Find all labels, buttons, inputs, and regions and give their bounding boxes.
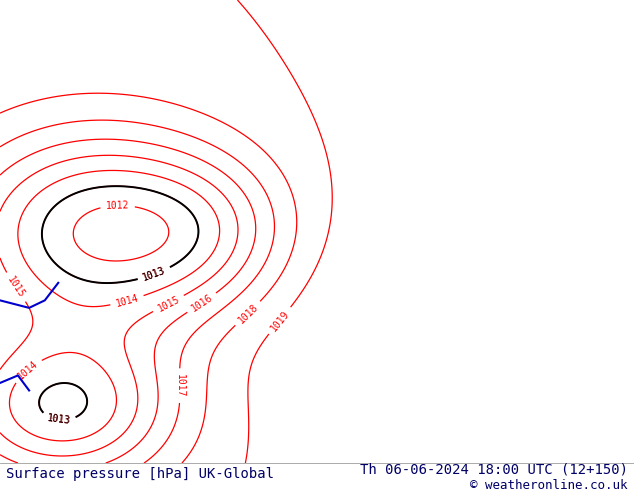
Text: 1013: 1013 [141,266,167,283]
Text: Th 06-06-2024 18:00 UTC (12+150): Th 06-06-2024 18:00 UTC (12+150) [359,463,628,477]
Text: © weatheronline.co.uk: © weatheronline.co.uk [470,479,628,490]
Text: 1015: 1015 [156,294,181,313]
Text: 1017: 1017 [175,374,185,397]
Text: 1015: 1015 [5,274,27,300]
Text: Surface pressure [hPa] UK-Global: Surface pressure [hPa] UK-Global [6,467,275,481]
Text: 1014: 1014 [115,293,139,309]
Text: 1016: 1016 [189,292,214,314]
Text: 1018: 1018 [236,302,260,325]
Text: 1013: 1013 [46,413,71,426]
Text: 1013: 1013 [141,266,167,283]
Text: 1019: 1019 [268,308,291,333]
Text: 1012: 1012 [106,200,129,211]
Text: 1014: 1014 [15,359,40,382]
Text: 1013: 1013 [46,413,71,426]
